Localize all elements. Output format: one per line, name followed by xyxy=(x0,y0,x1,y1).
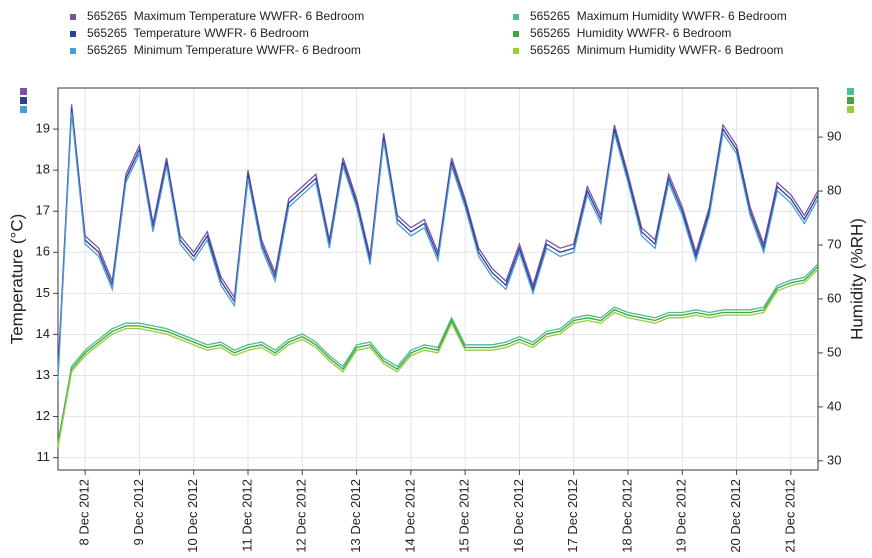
legend-label: 565265 Minimum Humidity WWFR- 6 Bedroom xyxy=(530,43,783,57)
axis-series-indicator xyxy=(847,88,854,95)
axis-series-indicator xyxy=(20,97,27,104)
series-line xyxy=(57,263,819,443)
y2-tick-label: 50 xyxy=(827,344,841,359)
y-tick-label: 15 xyxy=(36,285,50,300)
legend-swatch xyxy=(70,48,76,54)
x-tick-label: 16 Dec 2012 xyxy=(511,479,526,553)
series-line xyxy=(57,266,819,445)
series-line xyxy=(57,268,819,448)
x-tick-label: 17 Dec 2012 xyxy=(565,479,580,553)
x-tick-label: 15 Dec 2012 xyxy=(457,479,472,553)
x-tick-label: 8 Dec 2012 xyxy=(77,479,92,546)
legend-label: 565265 Temperature WWFR- 6 Bedroom xyxy=(87,26,309,40)
y2-tick-label: 30 xyxy=(827,452,841,467)
plot-area xyxy=(58,88,818,470)
legend-swatch xyxy=(513,31,519,37)
legend-label: 565265 Maximum Humidity WWFR- 6 Bedroom xyxy=(530,9,787,23)
x-tick-label: 18 Dec 2012 xyxy=(619,479,634,553)
series-line xyxy=(57,112,819,380)
y2-tick-label: 80 xyxy=(827,182,841,197)
y-tick-label: 14 xyxy=(36,326,50,341)
x-tick-label: 13 Dec 2012 xyxy=(348,479,363,553)
y2-tick-label: 60 xyxy=(827,290,841,305)
y-tick-label: 16 xyxy=(36,244,50,259)
legend-swatch xyxy=(70,31,76,37)
y-axis-title: Temperature (°C) xyxy=(7,214,26,345)
x-tick-label: 11 Dec 2012 xyxy=(239,479,254,552)
legend-swatch xyxy=(513,48,519,54)
axis-series-indicator xyxy=(20,106,27,113)
x-tick-label: 14 Dec 2012 xyxy=(402,479,417,553)
legend-swatch xyxy=(70,14,76,20)
x-tick-label: 20 Dec 2012 xyxy=(728,479,743,553)
x-tick-label: 12 Dec 2012 xyxy=(294,479,309,553)
x-tick-label: 19 Dec 2012 xyxy=(674,479,689,553)
y-tick-label: 13 xyxy=(36,367,50,382)
legend-swatch xyxy=(513,14,519,20)
plot-frame xyxy=(57,87,819,471)
x-tick-label: 9 Dec 2012 xyxy=(131,479,146,546)
y2-tick-label: 90 xyxy=(827,129,841,144)
y2-tick-label: 40 xyxy=(827,398,841,413)
x-tick-label: 10 Dec 2012 xyxy=(185,479,200,553)
y2-tick-label: 70 xyxy=(827,236,841,251)
legend-label: 565265 Maximum Temperature WWFR- 6 Bedro… xyxy=(87,9,364,23)
y-tick-label: 18 xyxy=(36,162,50,177)
y-tick-label: 12 xyxy=(36,408,50,423)
y2-axis-title: Humidity (%RH) xyxy=(847,218,866,340)
legend-label: 565265 Humidity WWFR- 6 Bedroom xyxy=(530,26,731,40)
axis-series-indicator xyxy=(20,88,27,95)
axis-series-indicator xyxy=(847,106,854,113)
legend-label: 565265 Minimum Temperature WWFR- 6 Bedro… xyxy=(87,43,361,57)
y-tick-label: 19 xyxy=(36,121,50,136)
y-tick-label: 11 xyxy=(37,449,51,464)
axis-series-indicator xyxy=(847,97,854,104)
x-tick-label: 21 Dec 2012 xyxy=(782,479,797,553)
y-tick-label: 17 xyxy=(36,203,50,218)
